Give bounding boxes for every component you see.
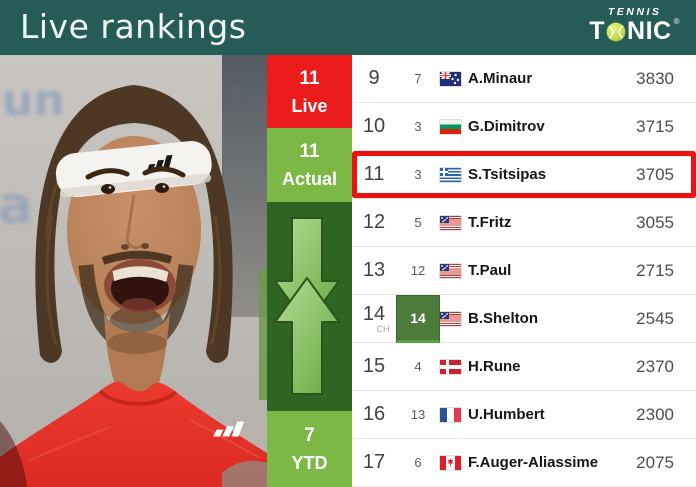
- rank-change: 3: [414, 119, 422, 134]
- rank: 10: [362, 115, 386, 137]
- flag-usa-icon: [440, 311, 461, 326]
- points: 3055: [636, 212, 674, 232]
- table-row[interactable]: 17 6 F.Auger-Aliassime 2075: [352, 439, 696, 487]
- rank: 16: [362, 403, 386, 425]
- header: Live rankings TENNIS T NIC: [0, 0, 696, 55]
- rankings-table: 9 7 A.Minaur 3830 10 3 G.Dimitrov 3715 1…: [352, 55, 696, 487]
- actual-rank-box: 11 Actual: [267, 128, 352, 202]
- ytd-label: YTD: [291, 453, 328, 473]
- flag-usa-icon: [440, 215, 461, 230]
- down-up-arrows-icon: [274, 217, 340, 395]
- live-rank-box: 11 Live: [267, 55, 352, 128]
- rank-change: 6: [414, 455, 422, 470]
- rank: 12: [362, 211, 386, 233]
- points: 2545: [636, 308, 674, 328]
- player-cell: G.Dimitrov: [440, 118, 636, 135]
- logo-tonic-text: T NIC ®: [589, 16, 680, 45]
- rank-change: 5: [414, 215, 422, 230]
- player-name: A.Minaur: [468, 70, 533, 87]
- ytd-value: 7: [304, 425, 315, 446]
- player-cell: T.Paul: [440, 262, 636, 279]
- rank: 11: [363, 163, 385, 185]
- rank: 13: [362, 259, 386, 281]
- table-row[interactable]: 12 5 T.Fritz 3055: [352, 199, 696, 247]
- player-photo-illustration: un a r: [0, 55, 267, 487]
- player-cell: H.Rune: [440, 358, 636, 375]
- rank-change: 7: [414, 71, 422, 86]
- rank: 17: [362, 451, 386, 473]
- player-cell: T.Fritz: [440, 214, 636, 231]
- rank-change: 13: [410, 407, 426, 422]
- rank-change: 12: [410, 263, 426, 278]
- points: 3715: [636, 116, 674, 136]
- table-row-highlighted[interactable]: 11 3 S.Tsitsipas 3705: [352, 151, 696, 199]
- points: 3705: [636, 164, 674, 184]
- player-cell: U.Humbert: [440, 406, 636, 423]
- player-cell: B.Shelton: [440, 310, 636, 327]
- player-name: F.Auger-Aliassime: [468, 454, 599, 471]
- flag-australia-icon: [440, 71, 461, 86]
- flag-denmark-icon: [440, 359, 461, 374]
- table-row-career-high[interactable]: 14 CH 14 B.Shelton 2545: [352, 295, 696, 343]
- career-high-label: CH: [376, 323, 390, 334]
- table-row[interactable]: 15 4 H.Rune 2370: [352, 343, 696, 391]
- player-cell: F.Auger-Aliassime: [440, 454, 636, 471]
- player-name: G.Dimitrov: [468, 118, 545, 135]
- rank-movement-panel: [267, 202, 352, 411]
- flag-bulgaria-icon: [440, 119, 461, 134]
- actual-rank-label: Actual: [281, 169, 337, 189]
- flag-greece-icon: [440, 167, 461, 182]
- page-title: Live rankings: [20, 6, 247, 46]
- svg-text:a: a: [0, 176, 33, 236]
- flag-usa-icon: [440, 263, 461, 278]
- tennis-ball-icon: [606, 22, 626, 42]
- table-row[interactable]: 13 12 T.Paul 2715: [352, 247, 696, 295]
- svg-text:un: un: [2, 75, 65, 126]
- rank: 15: [362, 355, 386, 377]
- player-name: S.Tsitsipas: [468, 166, 547, 183]
- tennis-tonic-logo[interactable]: TENNIS T NIC ®: [589, 6, 680, 44]
- live-rank-value: 11: [299, 67, 320, 89]
- registered-mark: ®: [673, 17, 680, 27]
- player-cell: A.Minaur: [440, 70, 636, 87]
- rank: 9: [368, 67, 380, 89]
- live-rank-label: Live: [291, 95, 328, 116]
- logo-letter-t: T: [589, 16, 606, 45]
- ytd-box: 7 YTD: [267, 411, 352, 487]
- table-row[interactable]: 10 3 G.Dimitrov 3715: [352, 103, 696, 151]
- points: 2715: [636, 260, 674, 280]
- flag-canada-icon: [440, 455, 461, 470]
- player-name: B.Shelton: [468, 310, 538, 327]
- rank-change: 3: [414, 167, 422, 182]
- career-high-rank-badge: 14: [396, 295, 440, 343]
- table-row[interactable]: 9 7 A.Minaur 3830: [352, 55, 696, 103]
- rank-number: 14: [362, 302, 386, 325]
- points: 2370: [636, 356, 674, 376]
- rank-change: 4: [414, 359, 422, 374]
- logo-letters-nic: NIC: [627, 16, 672, 45]
- player-name: U.Humbert: [468, 406, 545, 423]
- ranking-summary-column: 11 Live 11 Actual 7 YTD: [267, 55, 352, 487]
- actual-rank-value: 11: [299, 141, 320, 162]
- player-name: T.Fritz: [468, 214, 512, 231]
- points: 2300: [636, 404, 674, 424]
- player-cell: S.Tsitsipas: [440, 166, 636, 183]
- logo-tennis-text: TENNIS: [607, 6, 662, 18]
- player-name: H.Rune: [468, 358, 521, 375]
- rank: 14 CH: [352, 304, 396, 334]
- table-row[interactable]: 16 13 U.Humbert 2300: [352, 391, 696, 439]
- svg-text:r: r: [228, 72, 247, 116]
- points: 3830: [636, 68, 674, 88]
- points: 2075: [636, 452, 674, 472]
- player-name: T.Paul: [468, 262, 512, 279]
- flag-france-icon: [440, 407, 461, 422]
- player-photo: un a r: [0, 55, 267, 487]
